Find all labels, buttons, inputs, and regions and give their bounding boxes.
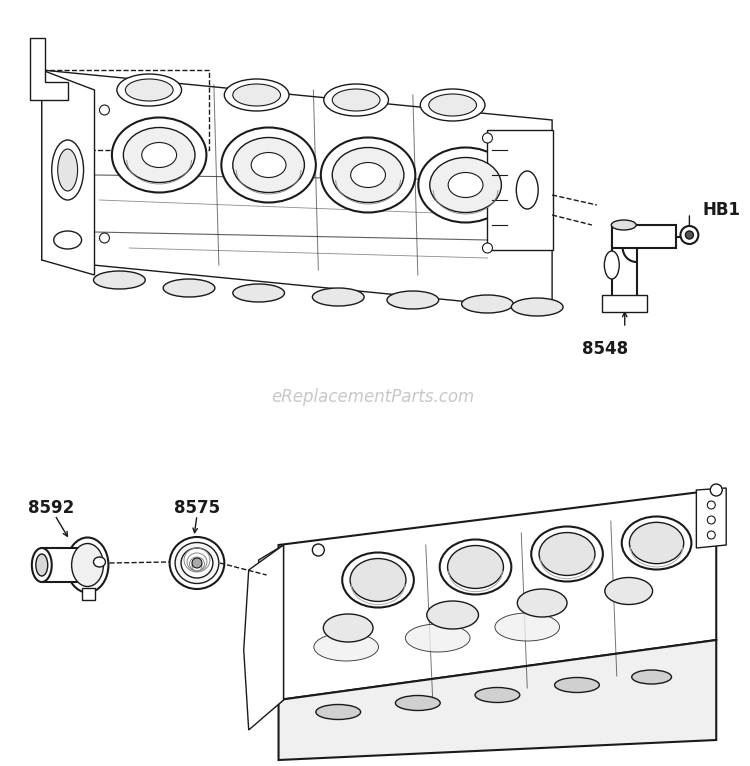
Ellipse shape	[419, 148, 513, 222]
Circle shape	[707, 516, 716, 524]
Ellipse shape	[54, 231, 82, 249]
Ellipse shape	[604, 578, 652, 604]
Polygon shape	[278, 490, 716, 700]
Ellipse shape	[461, 295, 513, 313]
Ellipse shape	[312, 288, 364, 306]
Ellipse shape	[475, 688, 520, 702]
Ellipse shape	[232, 84, 280, 106]
Ellipse shape	[112, 117, 206, 192]
Ellipse shape	[321, 138, 416, 212]
Text: eReplacementParts.com: eReplacementParts.com	[272, 388, 475, 406]
Ellipse shape	[125, 79, 173, 101]
Ellipse shape	[224, 79, 289, 111]
Ellipse shape	[539, 532, 595, 575]
Polygon shape	[602, 295, 646, 312]
Ellipse shape	[516, 171, 538, 209]
Ellipse shape	[554, 677, 599, 692]
Circle shape	[680, 226, 698, 244]
Text: 8575: 8575	[174, 499, 220, 517]
Polygon shape	[42, 548, 88, 582]
Ellipse shape	[604, 251, 619, 279]
Ellipse shape	[323, 614, 373, 642]
Ellipse shape	[316, 705, 361, 719]
Circle shape	[710, 484, 722, 496]
Text: 8592: 8592	[28, 499, 74, 517]
Polygon shape	[42, 70, 552, 310]
Text: HB1: HB1	[702, 201, 740, 219]
Ellipse shape	[94, 271, 146, 289]
Ellipse shape	[406, 624, 470, 652]
Ellipse shape	[117, 74, 182, 106]
Ellipse shape	[332, 89, 380, 111]
Circle shape	[686, 231, 694, 239]
Ellipse shape	[622, 516, 692, 569]
Ellipse shape	[232, 138, 304, 192]
Ellipse shape	[448, 172, 483, 198]
Ellipse shape	[350, 558, 406, 601]
Ellipse shape	[632, 670, 671, 684]
Polygon shape	[278, 640, 716, 760]
Polygon shape	[612, 225, 637, 305]
Ellipse shape	[314, 633, 379, 661]
Ellipse shape	[72, 544, 104, 587]
Ellipse shape	[251, 152, 286, 178]
Circle shape	[707, 531, 716, 539]
Ellipse shape	[351, 162, 386, 188]
Ellipse shape	[58, 149, 77, 191]
Polygon shape	[488, 130, 553, 250]
Ellipse shape	[123, 127, 195, 182]
Ellipse shape	[512, 298, 563, 316]
Text: 8548: 8548	[582, 340, 628, 358]
Ellipse shape	[440, 539, 512, 594]
Ellipse shape	[142, 142, 176, 168]
Ellipse shape	[32, 548, 52, 582]
Circle shape	[482, 243, 493, 253]
Circle shape	[100, 105, 109, 115]
Ellipse shape	[518, 589, 567, 617]
Polygon shape	[244, 545, 284, 730]
Circle shape	[707, 501, 716, 509]
Ellipse shape	[324, 84, 388, 116]
Ellipse shape	[52, 140, 83, 200]
Ellipse shape	[448, 545, 503, 588]
Ellipse shape	[427, 601, 478, 629]
Ellipse shape	[232, 284, 284, 302]
Polygon shape	[259, 545, 284, 720]
Ellipse shape	[332, 148, 404, 202]
Polygon shape	[696, 488, 726, 548]
Ellipse shape	[395, 696, 440, 711]
Ellipse shape	[221, 127, 316, 202]
Ellipse shape	[94, 557, 106, 567]
Circle shape	[312, 544, 324, 556]
Ellipse shape	[531, 526, 603, 581]
Ellipse shape	[420, 89, 485, 121]
Ellipse shape	[495, 613, 560, 641]
Ellipse shape	[170, 537, 224, 589]
Ellipse shape	[164, 279, 215, 297]
Ellipse shape	[342, 552, 414, 607]
Circle shape	[482, 133, 493, 143]
Ellipse shape	[430, 158, 502, 212]
Ellipse shape	[67, 538, 109, 592]
Ellipse shape	[629, 522, 684, 564]
Ellipse shape	[175, 542, 219, 584]
Circle shape	[192, 558, 202, 568]
Ellipse shape	[611, 220, 636, 230]
Polygon shape	[612, 225, 676, 248]
Ellipse shape	[36, 554, 48, 576]
Polygon shape	[30, 38, 68, 100]
Ellipse shape	[387, 291, 439, 309]
Ellipse shape	[181, 548, 213, 578]
Ellipse shape	[429, 94, 476, 116]
Polygon shape	[82, 588, 94, 600]
Circle shape	[100, 233, 109, 243]
Polygon shape	[42, 70, 94, 275]
